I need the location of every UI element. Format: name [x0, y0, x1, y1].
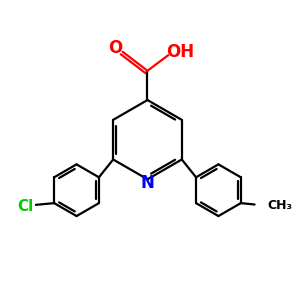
Text: N: N — [140, 174, 154, 192]
Text: O: O — [108, 39, 122, 57]
Text: Cl: Cl — [17, 199, 34, 214]
Text: OH: OH — [166, 44, 194, 62]
Text: CH₃: CH₃ — [267, 200, 292, 212]
